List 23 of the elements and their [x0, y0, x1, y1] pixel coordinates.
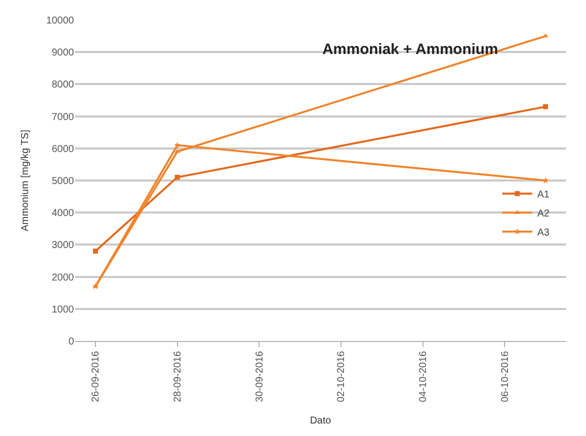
y-tick-label: 3000 [52, 240, 74, 252]
x-axis-title: Dato [310, 416, 332, 427]
x-tick-label: 26-09-2016 [90, 350, 102, 402]
y-tick-label: 10000 [46, 16, 74, 26]
legend-label: A1 [537, 190, 550, 200]
x-tick-label: 30-09-2016 [254, 350, 266, 402]
y-tick-label: 6000 [52, 144, 74, 155]
y-axis-title: Ammonium [mg/kg TS] [20, 130, 32, 232]
y-tick-label: 0 [68, 336, 74, 348]
x-tick-label: 06-10-2016 [500, 350, 511, 402]
text: Ammoniak + Ammonium [322, 41, 498, 58]
x-tick-label: 28-09-2016 [172, 350, 184, 402]
y-tick-label: 7000 [52, 112, 74, 123]
y-tick-label: 8000 [52, 80, 74, 91]
y-tick-label: 2000 [52, 272, 74, 284]
x-tick-label: 04-10-2016 [418, 350, 430, 402]
y-tick-label: 9000 [52, 48, 74, 59]
legend-label: A2 [537, 208, 550, 220]
x-tick-label: 02-10-2016 [336, 350, 348, 402]
legend-label: A3 [537, 228, 550, 238]
y-tick-label: 5000 [52, 176, 74, 187]
y-tick-label: 1000 [52, 304, 74, 316]
y-tick-label: 4000 [52, 208, 74, 220]
